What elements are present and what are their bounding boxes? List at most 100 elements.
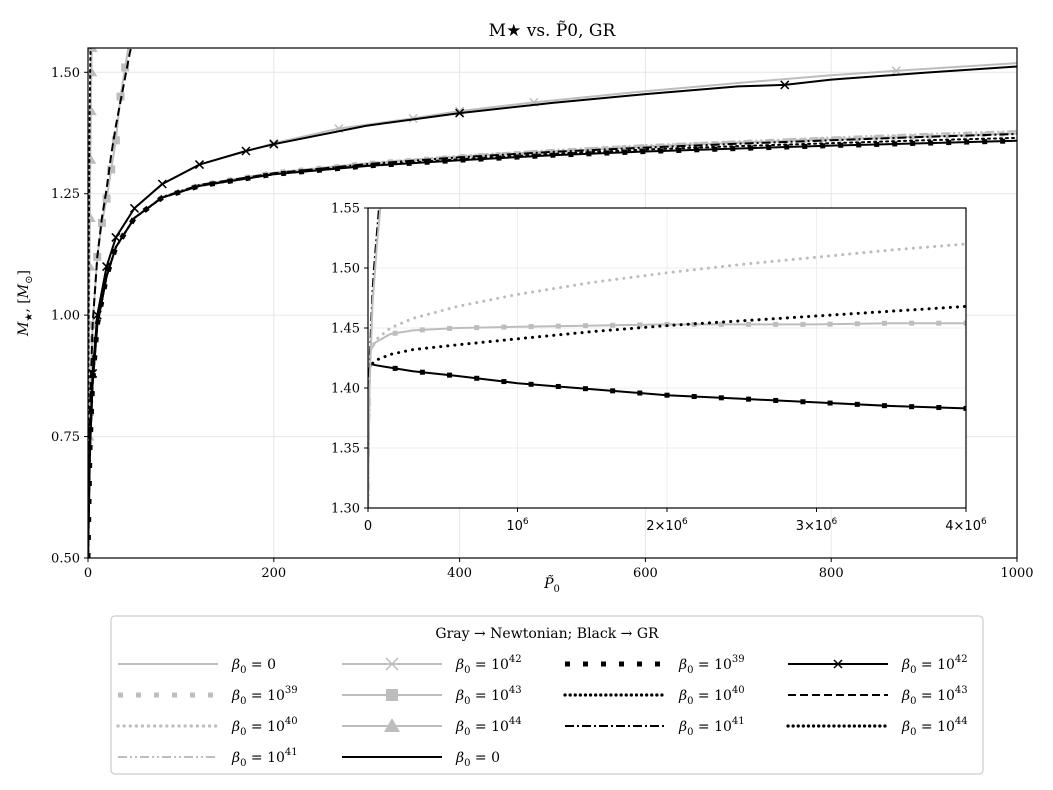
legend-entry-newtonian: β0 = 1042: [342, 654, 522, 676]
inset-marker-0: [610, 322, 616, 328]
legend-label: β0 = 1042: [455, 654, 522, 676]
legend-entry-newtonian: β0 = 1044: [342, 716, 522, 738]
inset-marker-0: [528, 324, 534, 330]
legend-label: β0 = 1039: [678, 654, 745, 676]
inset-marker-2: [392, 365, 398, 371]
series-marker-5: [126, 34, 134, 42]
legend-entry-newtonian: β0 = 1043: [342, 685, 522, 707]
main-plot-frame: [87, 47, 1018, 559]
legend-entry-gr: β0 = 1042: [788, 654, 968, 676]
inset-y-tick-label: 1.30: [331, 502, 360, 517]
inset-marker-2: [773, 397, 779, 403]
legend-entries: β0 = 0 β0 = 1039 β0 = 1040 β0 = 1041 β0 = 10…: [116, 654, 968, 769]
inset-y-tick-label: 1.40: [331, 382, 360, 397]
series-marker-11: [129, 203, 139, 213]
inset-x-tick-label: 3×106: [796, 517, 838, 534]
y-tick-label: 0.75: [51, 430, 80, 445]
legend-entry-gr: β0 = 1044: [786, 716, 968, 738]
inset-series-line-3: [368, 304, 966, 378]
series-marker-6: [86, 18, 98, 28]
inset-x-tick-label: 106: [506, 517, 529, 534]
inset-marker-2: [718, 395, 724, 401]
legend-entry-gr: β0 = 1039: [565, 654, 745, 676]
y-tick-label: 1.25: [51, 187, 80, 202]
series-marker-6: [88, 66, 98, 77]
x-tick-label: 800: [819, 566, 844, 581]
legend-entry-newtonian: β0 = 1041: [118, 747, 298, 769]
x-tick-label: 1000: [1000, 566, 1033, 581]
inset-marker-2: [528, 381, 534, 387]
series-marker-5: [111, 136, 120, 145]
legend-marker: [385, 657, 399, 671]
inset-marker-0: [909, 320, 915, 326]
inset-marker-0: [718, 321, 724, 327]
inset-marker-0: [419, 327, 425, 333]
inset-marker-0: [474, 325, 480, 331]
legend-marker: [833, 659, 843, 669]
inset-ticks: 0 106 2×106 3×106 4×106 1.30 1.35 1.40 1.45 1.50 1…: [331, 202, 987, 535]
series-marker-4: [891, 66, 901, 76]
inset-marker-2: [637, 390, 643, 396]
inset-marker-0: [963, 320, 966, 326]
legend-title: Gray → Newtonian; Black → GR: [435, 626, 659, 642]
inset-marker-2: [501, 379, 507, 385]
y-axis-label: M★, [M⊙]: [16, 270, 35, 337]
series-marker-11: [780, 80, 790, 90]
series-marker-5: [97, 218, 106, 227]
y-tick-label: 1.50: [51, 66, 80, 81]
legend-label: β0 = 1041: [678, 716, 745, 738]
legend-entry-newtonian: β0 = 1040: [116, 716, 298, 738]
series-marker-6: [88, 260, 96, 271]
inset-y-tick-label: 1.50: [331, 262, 360, 277]
legend-label: β0 = 1043: [901, 685, 968, 707]
inset-y-tick-label: 1.55: [331, 202, 360, 217]
legend-label: β0 = 1043: [455, 685, 522, 707]
legend-entry-gr: β0 = 1041: [565, 716, 745, 738]
inset-marker-2: [963, 405, 966, 411]
series-marker-11: [102, 262, 112, 272]
legend-label: β0 = 1039: [231, 685, 298, 707]
legend-label: β0 = 1040: [678, 685, 745, 707]
legend-entry-gr: β0 = 0: [342, 750, 500, 769]
legend-marker: [386, 689, 398, 701]
inset-y-tick-label: 1.35: [331, 442, 360, 457]
legend-box: [110, 615, 984, 775]
inset-marker-2: [419, 369, 425, 375]
series-marker-5: [121, 63, 130, 72]
inset-x-tick-label: 2×106: [646, 517, 688, 534]
inset-x-tick-label: 0: [364, 519, 372, 534]
inset-marker-0: [637, 322, 643, 328]
inset-marker-0: [773, 321, 779, 327]
legend-label: β0 = 1042: [901, 654, 968, 676]
x-axis-label: P̃0: [543, 574, 560, 595]
x-tick-label: 200: [261, 566, 286, 581]
series-marker-11: [194, 160, 205, 170]
x-tick-label: 600: [633, 566, 658, 581]
series-marker-11: [455, 108, 465, 118]
legend-label: β0 = 1044: [455, 716, 522, 738]
legend-label: β0 = 1041: [231, 747, 298, 769]
inset-marker-2: [936, 405, 942, 411]
legend-entry-newtonian: β0 = 1039: [118, 685, 298, 707]
chart-title: M★ vs. P̃0, GR: [489, 21, 617, 41]
series-marker-6: [88, 212, 96, 222]
inset-marker-0: [447, 325, 453, 331]
inset-marker-2: [827, 400, 833, 406]
legend-label: β0 = 1044: [901, 716, 968, 738]
series-marker-11: [92, 310, 102, 320]
inset-marker-0: [881, 320, 887, 326]
inset-marker-0: [582, 323, 588, 329]
series-marker-5: [107, 165, 116, 174]
series-marker-11: [269, 139, 279, 149]
main-ticks: 0 200 400 600 800 1000 0.50 0.75 1.00 1.25 1.50: [51, 66, 1034, 581]
inset-marker-0: [854, 321, 860, 327]
series-marker-11: [157, 179, 167, 189]
x-tick-label: 400: [447, 566, 472, 581]
inset-marker-0: [936, 320, 942, 326]
series-marker-5: [102, 194, 111, 203]
inset-marker-2: [610, 388, 616, 394]
series-line-gr-11: [88, 65, 1017, 558]
inset-marker-0: [827, 321, 833, 327]
legend-label: β0 = 1040: [231, 716, 298, 738]
